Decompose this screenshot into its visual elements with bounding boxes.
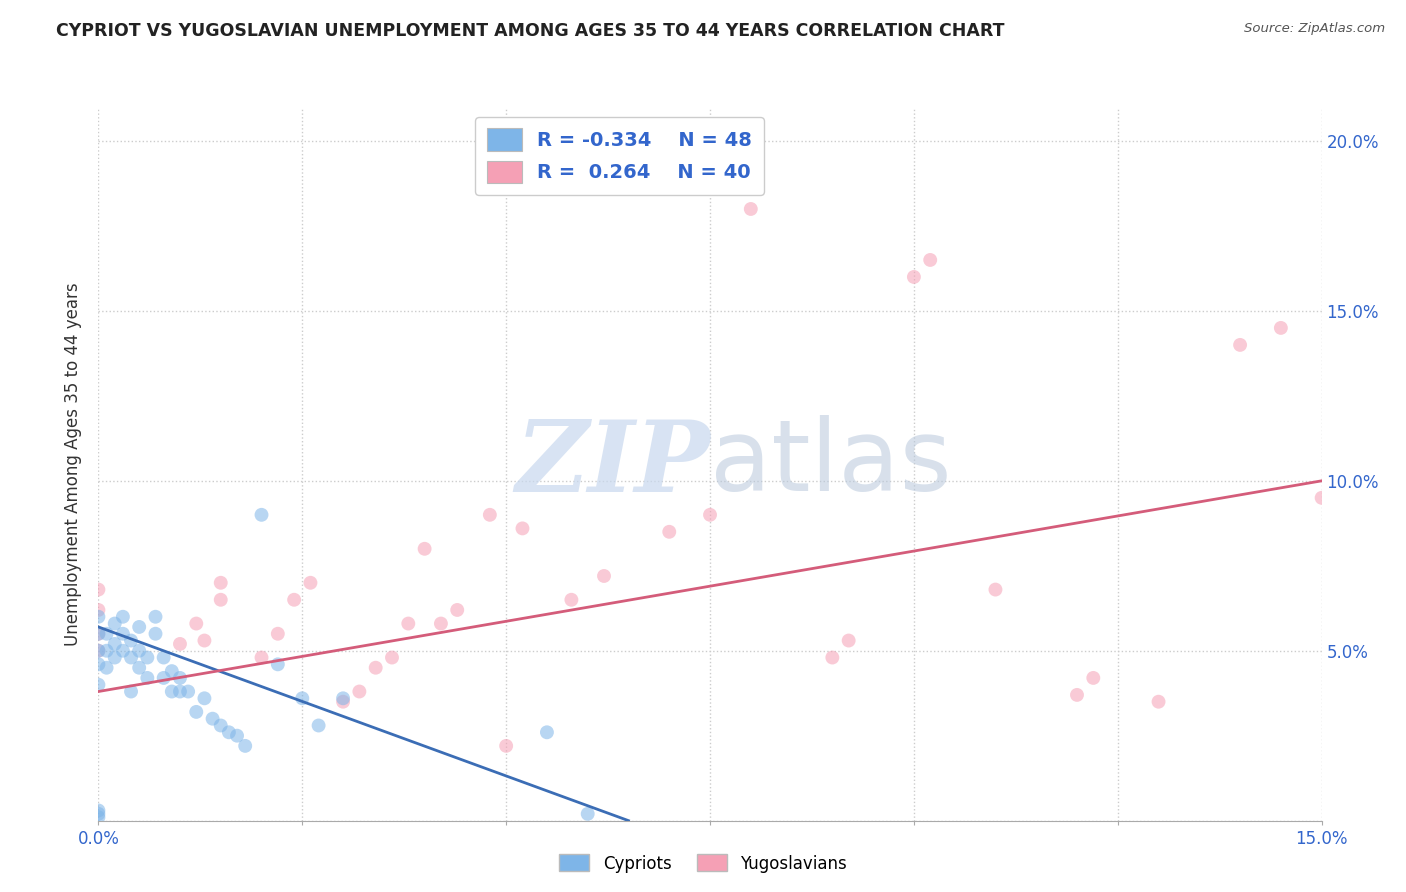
Point bbox=[96, 644, 118, 658]
Point bbox=[299, 575, 322, 590]
Point bbox=[201, 712, 224, 726]
Point bbox=[413, 541, 436, 556]
Point bbox=[250, 508, 273, 522]
Point bbox=[160, 664, 183, 678]
Point bbox=[186, 705, 208, 719]
Point bbox=[169, 637, 191, 651]
Point bbox=[145, 626, 167, 640]
Point bbox=[193, 633, 215, 648]
Point bbox=[536, 725, 558, 739]
Text: ZIP: ZIP bbox=[515, 416, 710, 512]
Point bbox=[512, 521, 534, 535]
Point bbox=[1310, 491, 1333, 505]
Point bbox=[658, 524, 681, 539]
Point bbox=[396, 616, 419, 631]
Point bbox=[120, 633, 142, 648]
Point bbox=[332, 695, 354, 709]
Point bbox=[145, 609, 167, 624]
Point bbox=[186, 616, 208, 631]
Legend: Cypriots, Yugoslavians: Cypriots, Yugoslavians bbox=[553, 847, 853, 880]
Point bbox=[160, 684, 183, 698]
Point bbox=[920, 252, 942, 267]
Point bbox=[128, 661, 150, 675]
Point bbox=[104, 637, 127, 651]
Point bbox=[283, 592, 305, 607]
Point bbox=[87, 626, 110, 640]
Point bbox=[128, 644, 150, 658]
Point bbox=[111, 644, 134, 658]
Point bbox=[209, 592, 232, 607]
Point bbox=[152, 650, 174, 665]
Point bbox=[560, 592, 582, 607]
Point bbox=[903, 269, 925, 284]
Point bbox=[332, 691, 354, 706]
Point bbox=[96, 626, 118, 640]
Point bbox=[136, 650, 159, 665]
Point bbox=[250, 650, 273, 665]
Point bbox=[136, 671, 159, 685]
Point bbox=[104, 650, 127, 665]
Point bbox=[87, 603, 110, 617]
Point bbox=[218, 725, 240, 739]
Point bbox=[104, 616, 127, 631]
Point bbox=[152, 671, 174, 685]
Point bbox=[430, 616, 453, 631]
Point bbox=[838, 633, 860, 648]
Point bbox=[87, 626, 110, 640]
Point bbox=[740, 202, 762, 216]
Point bbox=[111, 626, 134, 640]
Point bbox=[699, 508, 721, 522]
Point bbox=[120, 684, 142, 698]
Point bbox=[193, 691, 215, 706]
Point bbox=[111, 609, 134, 624]
Point bbox=[128, 620, 150, 634]
Point bbox=[308, 718, 330, 732]
Point bbox=[291, 691, 314, 706]
Point bbox=[87, 657, 110, 672]
Point bbox=[1270, 321, 1292, 335]
Point bbox=[821, 650, 844, 665]
Point bbox=[209, 718, 232, 732]
Point bbox=[233, 739, 256, 753]
Point bbox=[87, 644, 110, 658]
Point bbox=[87, 678, 110, 692]
Point bbox=[209, 575, 232, 590]
Point bbox=[1147, 695, 1170, 709]
Point bbox=[177, 684, 200, 698]
Point bbox=[593, 569, 616, 583]
Point bbox=[87, 609, 110, 624]
Point bbox=[96, 661, 118, 675]
Point bbox=[446, 603, 468, 617]
Point bbox=[87, 804, 110, 818]
Point bbox=[364, 661, 387, 675]
Point bbox=[267, 657, 290, 672]
Point bbox=[169, 684, 191, 698]
Point bbox=[226, 729, 249, 743]
Point bbox=[381, 650, 404, 665]
Point bbox=[495, 739, 517, 753]
Point bbox=[87, 806, 110, 821]
Point bbox=[87, 582, 110, 597]
Legend: R = -0.334    N = 48, R =  0.264    N = 40: R = -0.334 N = 48, R = 0.264 N = 40 bbox=[475, 117, 763, 194]
Point bbox=[1083, 671, 1105, 685]
Point bbox=[87, 644, 110, 658]
Point bbox=[87, 810, 110, 824]
Y-axis label: Unemployment Among Ages 35 to 44 years: Unemployment Among Ages 35 to 44 years bbox=[65, 282, 83, 646]
Point bbox=[169, 671, 191, 685]
Point bbox=[1229, 338, 1251, 352]
Text: Source: ZipAtlas.com: Source: ZipAtlas.com bbox=[1244, 22, 1385, 36]
Point bbox=[576, 806, 599, 821]
Point bbox=[984, 582, 1007, 597]
Point bbox=[1066, 688, 1088, 702]
Text: atlas: atlas bbox=[710, 416, 952, 512]
Point bbox=[478, 508, 501, 522]
Text: CYPRIOT VS YUGOSLAVIAN UNEMPLOYMENT AMONG AGES 35 TO 44 YEARS CORRELATION CHART: CYPRIOT VS YUGOSLAVIAN UNEMPLOYMENT AMON… bbox=[56, 22, 1005, 40]
Point bbox=[120, 650, 142, 665]
Point bbox=[267, 626, 290, 640]
Point bbox=[349, 684, 371, 698]
